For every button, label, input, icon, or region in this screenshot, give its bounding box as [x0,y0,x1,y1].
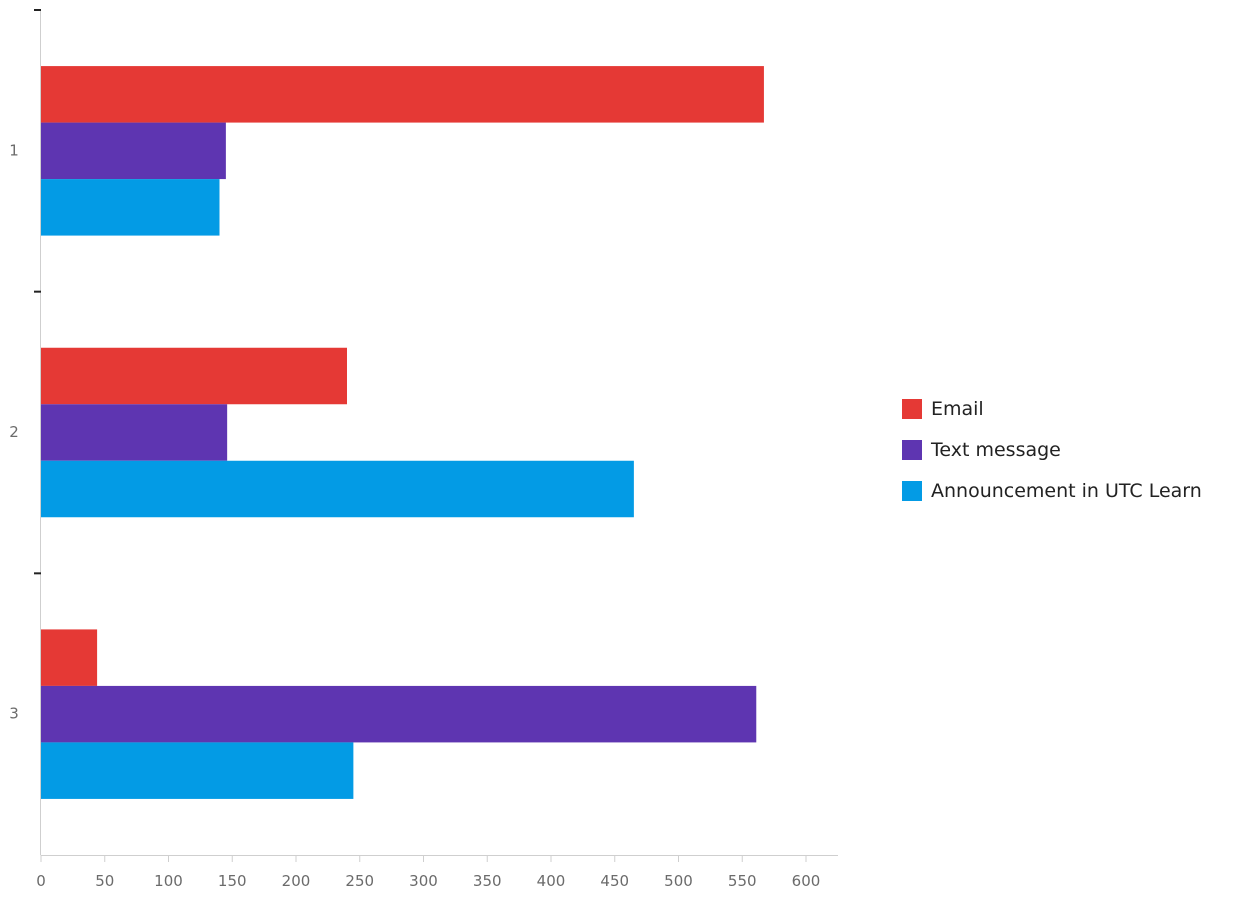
x-tick-label: 300 [409,872,438,890]
bar-announcement-in-utc-learn-cat-3 [41,742,354,799]
x-tick-label: 350 [473,872,502,890]
x-tick-label: 400 [537,872,566,890]
legend-label: Text message [930,439,1061,461]
bar-text-message-cat-1 [41,122,226,180]
x-tick-label: 0 [36,872,46,890]
legend-label: Email [931,398,984,420]
x-tick-label: 600 [792,872,821,890]
category-label: 3 [9,705,19,723]
legend-label: Announcement in UTC Learn [931,480,1202,502]
legend-swatch-text-message [902,440,922,460]
bar-text-message-cat-3 [41,685,757,743]
bars-layer [41,66,764,799]
x-tick-label: 150 [218,872,247,890]
category-label: 2 [9,423,19,441]
bar-email-cat-1 [41,66,764,123]
x-tick-label: 550 [728,872,757,890]
x-tick-label: 500 [664,872,693,890]
x-tick-label: 250 [345,872,374,890]
bar-email-cat-3 [41,629,98,686]
bar-announcement-in-utc-learn-cat-2 [41,460,634,518]
axes-layer: 1 2 3 0 50 100 150 200 250 300 350 400 450 500 550 600 [9,9,838,890]
bar-text-message-cat-2 [41,404,228,461]
x-tick-label: 200 [282,872,311,890]
x-tick-label: 450 [600,872,629,890]
bar-announcement-in-utc-learn-cat-1 [41,179,220,236]
x-tick-label: 100 [154,872,183,890]
legend-swatch-announcement-in-utc-learn [902,481,922,501]
legend-swatch-email [902,399,922,419]
bar-email-cat-2 [41,347,347,405]
legend: Email Text message Announcement in UTC Lea… [902,398,1202,502]
category-label: 1 [9,141,19,159]
x-tick-label: 50 [95,872,114,890]
